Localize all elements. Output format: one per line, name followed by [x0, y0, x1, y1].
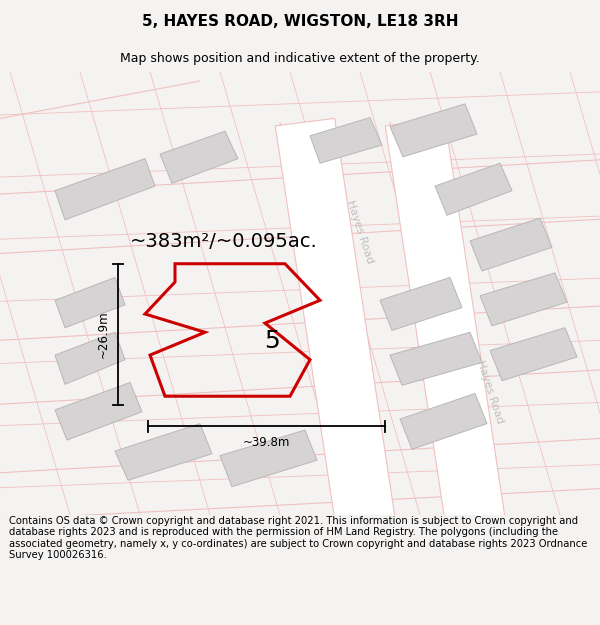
- Polygon shape: [435, 163, 512, 216]
- Polygon shape: [160, 131, 238, 183]
- Polygon shape: [390, 332, 482, 385]
- Polygon shape: [390, 104, 477, 157]
- Text: Hayes Road: Hayes Road: [345, 199, 375, 265]
- Polygon shape: [380, 278, 462, 331]
- Text: Hayes Road: Hayes Road: [475, 359, 505, 424]
- Text: Map shows position and indicative extent of the property.: Map shows position and indicative extent…: [120, 52, 480, 65]
- Text: 5, HAYES ROAD, WIGSTON, LE18 3RH: 5, HAYES ROAD, WIGSTON, LE18 3RH: [142, 14, 458, 29]
- Text: ~383m²/~0.095ac.: ~383m²/~0.095ac.: [130, 232, 318, 251]
- Polygon shape: [220, 430, 317, 487]
- Polygon shape: [55, 278, 125, 328]
- Polygon shape: [385, 118, 505, 523]
- Text: 5: 5: [264, 329, 280, 353]
- Polygon shape: [480, 273, 567, 326]
- Polygon shape: [55, 159, 155, 220]
- Polygon shape: [55, 332, 125, 384]
- Polygon shape: [115, 424, 212, 480]
- Text: ~26.9m: ~26.9m: [97, 311, 110, 358]
- Text: Contains OS data © Crown copyright and database right 2021. This information is : Contains OS data © Crown copyright and d…: [9, 516, 587, 561]
- Polygon shape: [275, 118, 395, 523]
- Polygon shape: [400, 394, 487, 449]
- Polygon shape: [55, 382, 142, 440]
- Polygon shape: [490, 328, 577, 381]
- Polygon shape: [310, 118, 382, 163]
- Text: ~39.8m: ~39.8m: [243, 436, 290, 449]
- Polygon shape: [470, 218, 552, 271]
